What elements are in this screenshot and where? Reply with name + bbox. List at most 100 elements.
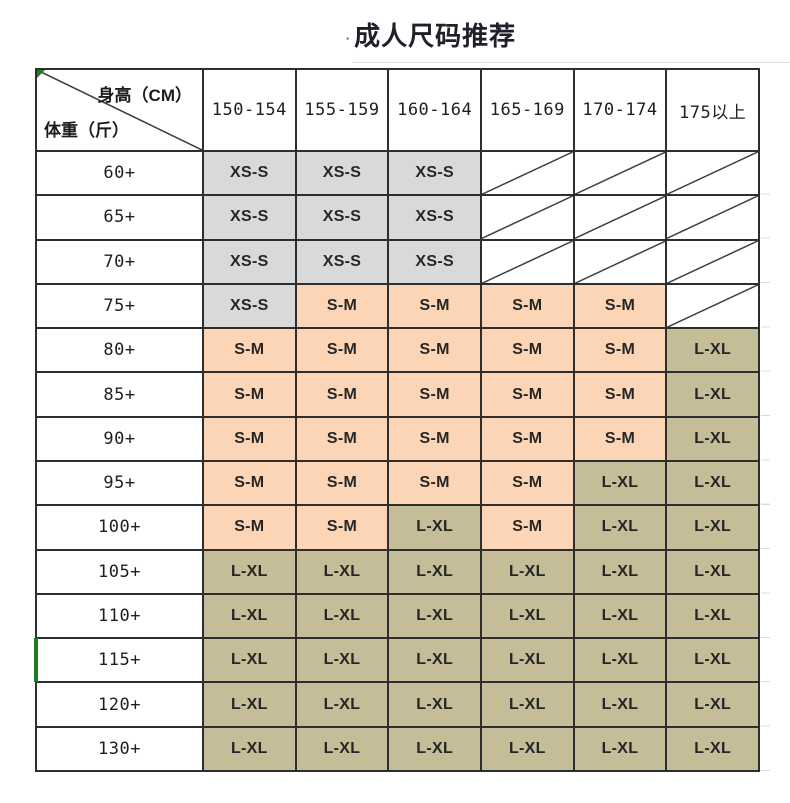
- size-cell: L-XL: [481, 594, 575, 640]
- size-cell: L-XL: [389, 594, 482, 640]
- row-label: 120+: [37, 683, 204, 728]
- size-cell: L-XL: [574, 550, 668, 595]
- size-cell: S-M: [296, 506, 390, 551]
- column-header: 175以上: [667, 70, 760, 152]
- size-cell: S-M: [204, 329, 297, 374]
- row-label: 75+: [37, 284, 204, 330]
- size-cell: S-M: [389, 417, 482, 462]
- corner-cell: 身高（CM） 体重（斤）: [37, 70, 204, 152]
- size-cell: S-M: [481, 329, 575, 374]
- size-cell: S-M: [204, 506, 297, 551]
- row-label: 105+: [37, 550, 204, 595]
- size-cell: S-M: [481, 461, 575, 507]
- diagonal-slash-icon: [575, 152, 666, 194]
- empty-cell: [481, 240, 575, 285]
- size-cell: L-XL: [296, 639, 390, 684]
- row-label: 85+: [37, 373, 204, 418]
- gridline-stubs: [761, 150, 770, 771]
- size-cell: XS-S: [204, 240, 297, 285]
- size-cell: S-M: [481, 417, 575, 462]
- size-cell: L-XL: [667, 727, 760, 772]
- size-cell: XS-S: [204, 152, 297, 197]
- size-cell: L-XL: [296, 594, 390, 640]
- size-cell: L-XL: [204, 550, 297, 595]
- size-cell: S-M: [389, 461, 482, 507]
- size-cell: L-XL: [296, 727, 390, 772]
- size-cell: S-M: [481, 284, 575, 330]
- height-axis-label: 身高（CM）: [97, 86, 192, 105]
- size-cell: L-XL: [389, 639, 482, 684]
- size-cell: L-XL: [667, 683, 760, 728]
- diagonal-slash-icon: [667, 241, 758, 283]
- row-label: 110+: [37, 594, 204, 640]
- row-label: 90+: [37, 417, 204, 462]
- size-cell: L-XL: [574, 727, 668, 772]
- diagonal-slash-icon: [667, 196, 758, 238]
- size-cell: XS-S: [389, 240, 482, 285]
- size-cell: S-M: [574, 284, 668, 330]
- size-cell: L-XL: [574, 639, 668, 684]
- size-cell: S-M: [296, 461, 390, 507]
- size-cell: L-XL: [481, 550, 575, 595]
- size-cell: S-M: [481, 373, 575, 418]
- row-label: 115+: [37, 639, 204, 684]
- diagonal-slash-icon: [482, 152, 573, 194]
- column-header: 155-159: [296, 70, 390, 152]
- page-title: · 成人尺码推荐: [36, 16, 790, 53]
- size-cell: L-XL: [481, 683, 575, 728]
- row-label: 95+: [37, 461, 204, 507]
- weight-axis-label: 体重（斤）: [44, 121, 129, 140]
- size-cell: L-XL: [574, 461, 668, 507]
- size-cell: L-XL: [667, 639, 760, 684]
- size-cell: S-M: [574, 417, 668, 462]
- size-cell: L-XL: [204, 727, 297, 772]
- size-cell: S-M: [296, 329, 390, 374]
- row-label: 100+: [37, 506, 204, 551]
- title-text: 成人尺码推荐: [354, 21, 517, 51]
- size-cell: L-XL: [667, 594, 760, 640]
- size-cell: L-XL: [481, 639, 575, 684]
- size-cell: XS-S: [296, 152, 390, 197]
- diagonal-slash-icon: [667, 152, 758, 194]
- error-indicator-icon: [37, 70, 45, 78]
- size-cell: S-M: [481, 506, 575, 551]
- size-cell: L-XL: [389, 727, 482, 772]
- size-cell: L-XL: [204, 639, 297, 684]
- size-cell: L-XL: [204, 594, 297, 640]
- empty-cell: [667, 152, 760, 197]
- size-cell: L-XL: [389, 506, 482, 551]
- diagonal-slash-icon: [575, 196, 666, 238]
- size-cell: L-XL: [204, 683, 297, 728]
- diagonal-slash-icon: [482, 196, 573, 238]
- empty-cell: [574, 240, 668, 285]
- size-cell: L-XL: [389, 550, 482, 595]
- size-cell: XS-S: [389, 152, 482, 197]
- size-cell: S-M: [204, 461, 297, 507]
- size-cell: XS-S: [204, 284, 297, 330]
- empty-cell: [574, 196, 668, 241]
- size-cell: S-M: [296, 417, 390, 462]
- size-cell: XS-S: [296, 240, 390, 285]
- size-cell: L-XL: [481, 727, 575, 772]
- size-table: 身高（CM） 体重（斤） 150-154 155-159 160-164 165-16…: [35, 68, 760, 772]
- column-header: 150-154: [204, 70, 297, 152]
- size-cell: S-M: [574, 373, 668, 418]
- green-border-marker: [34, 638, 38, 682]
- row-label: 70+: [37, 240, 204, 285]
- column-header: 165-169: [481, 70, 575, 152]
- empty-cell: [667, 196, 760, 241]
- diagonal-slash-icon: [667, 285, 758, 327]
- row-label: 65+: [37, 196, 204, 241]
- size-cell: S-M: [296, 284, 390, 330]
- size-cell: L-XL: [667, 461, 760, 507]
- size-cell: XS-S: [204, 196, 297, 241]
- size-cell: S-M: [389, 284, 482, 330]
- size-cell: S-M: [204, 373, 297, 418]
- size-cell: L-XL: [296, 683, 390, 728]
- size-cell: L-XL: [667, 329, 760, 374]
- size-cell: L-XL: [574, 594, 668, 640]
- row-label: 80+: [37, 329, 204, 374]
- empty-cell: [667, 284, 760, 330]
- row-label: 60+: [37, 152, 204, 197]
- size-cell: S-M: [389, 329, 482, 374]
